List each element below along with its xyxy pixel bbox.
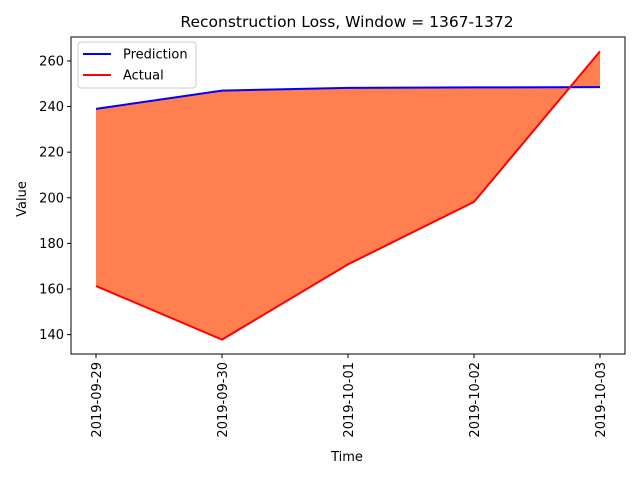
x-tick-label: 2019-10-03 [594, 362, 609, 438]
fill-between-area [96, 51, 600, 340]
legend-label: Actual [123, 69, 164, 84]
x-tick-label: 2019-10-02 [468, 362, 483, 438]
legend: Prediction Actual [77, 41, 197, 89]
y-tick-label: 200 [39, 191, 64, 206]
chart-title: Reconstruction Loss, Window = 1367-1372 [180, 13, 513, 31]
x-tick-label: 2019-10-01 [342, 362, 357, 438]
x-axis-label: Time [330, 450, 363, 465]
y-axis-label: Value [15, 181, 30, 217]
legend-label: Prediction [123, 48, 188, 63]
x-tick-label: 2019-09-29 [90, 362, 105, 438]
x-tick-label: 2019-09-30 [216, 362, 231, 438]
y-axis: 140 160 180 200 220 240 260 [39, 54, 71, 343]
series-line-prediction [95, 86, 601, 110]
y-tick-label: 160 [39, 283, 64, 298]
y-tick-label: 240 [39, 100, 64, 115]
x-axis: 2019-09-29 2019-09-30 2019-10-01 2019-10-02… [90, 354, 609, 438]
series-line-actual [95, 50, 601, 341]
y-tick-label: 180 [39, 237, 64, 252]
y-tick-label: 140 [39, 328, 64, 343]
plot-area [70, 36, 626, 355]
y-tick-label: 260 [39, 54, 64, 69]
y-tick-label: 220 [39, 146, 64, 161]
